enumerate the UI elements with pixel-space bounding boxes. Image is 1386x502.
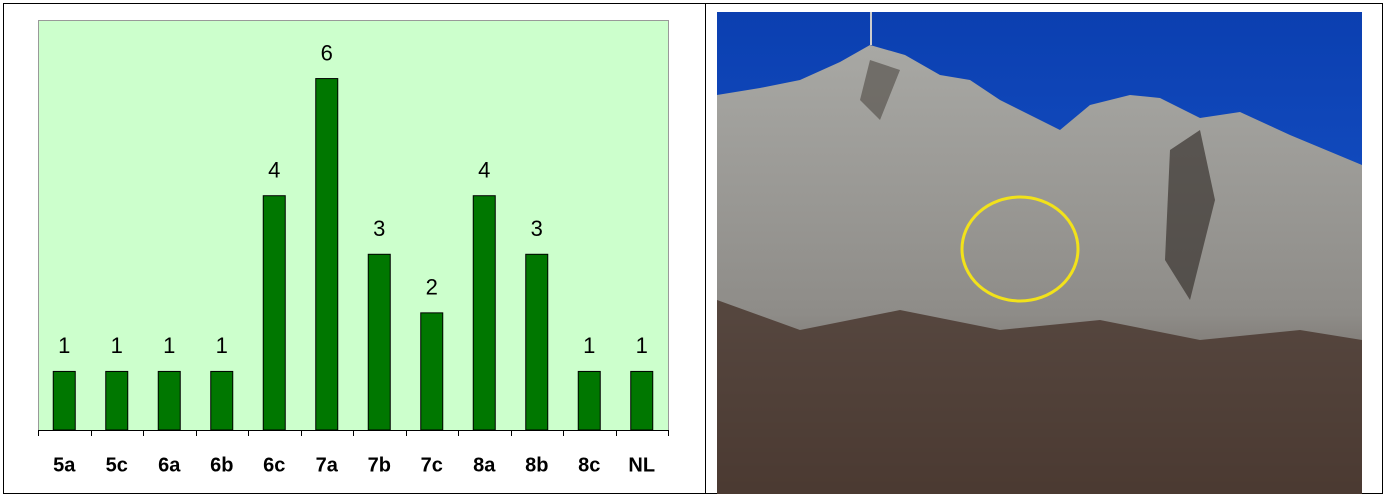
- photo: [717, 12, 1362, 494]
- data-label: 1: [216, 333, 228, 358]
- bar: [630, 370, 654, 431]
- data-label: 3: [373, 216, 385, 241]
- data-label: 1: [58, 333, 70, 358]
- data-label: 3: [531, 216, 543, 241]
- data-label: 1: [636, 333, 648, 358]
- shadow: [860, 60, 900, 120]
- bar: [262, 195, 286, 431]
- x-tick-label: 8c: [578, 454, 600, 476]
- x-tick-label: NL: [628, 454, 655, 476]
- data-label: 2: [426, 275, 438, 300]
- bar: [52, 370, 76, 431]
- x-tick-label: 7a: [316, 454, 339, 476]
- bar: [420, 312, 444, 431]
- data-label: 6: [321, 40, 333, 65]
- x-tick-label: 5c: [106, 454, 128, 476]
- x-tick-label: 6a: [158, 454, 181, 476]
- x-tick-label: 6b: [210, 454, 233, 476]
- bar: [105, 370, 129, 431]
- data-label: 4: [478, 158, 490, 183]
- bar: [210, 370, 234, 431]
- forest: [717, 300, 1362, 494]
- x-tick-label: 7b: [368, 454, 391, 476]
- bar: [472, 195, 496, 431]
- bar: [525, 253, 549, 431]
- bar: [315, 78, 339, 431]
- data-label: 1: [583, 333, 595, 358]
- data-label: 4: [268, 158, 280, 183]
- data-label: 1: [163, 333, 175, 358]
- bar: [577, 370, 601, 431]
- plot-area: [38, 20, 669, 431]
- highlight-circle: [960, 195, 1080, 303]
- x-tick-label: 8b: [525, 454, 548, 476]
- bar: [157, 370, 181, 431]
- bar: [367, 253, 391, 431]
- x-tick-label: 6c: [263, 454, 285, 476]
- data-label: 1: [111, 333, 123, 358]
- x-tick-label: 5a: [53, 454, 76, 476]
- gully: [1165, 130, 1215, 300]
- x-tick-label: 7c: [421, 454, 443, 476]
- x-tick-label: 8a: [473, 454, 496, 476]
